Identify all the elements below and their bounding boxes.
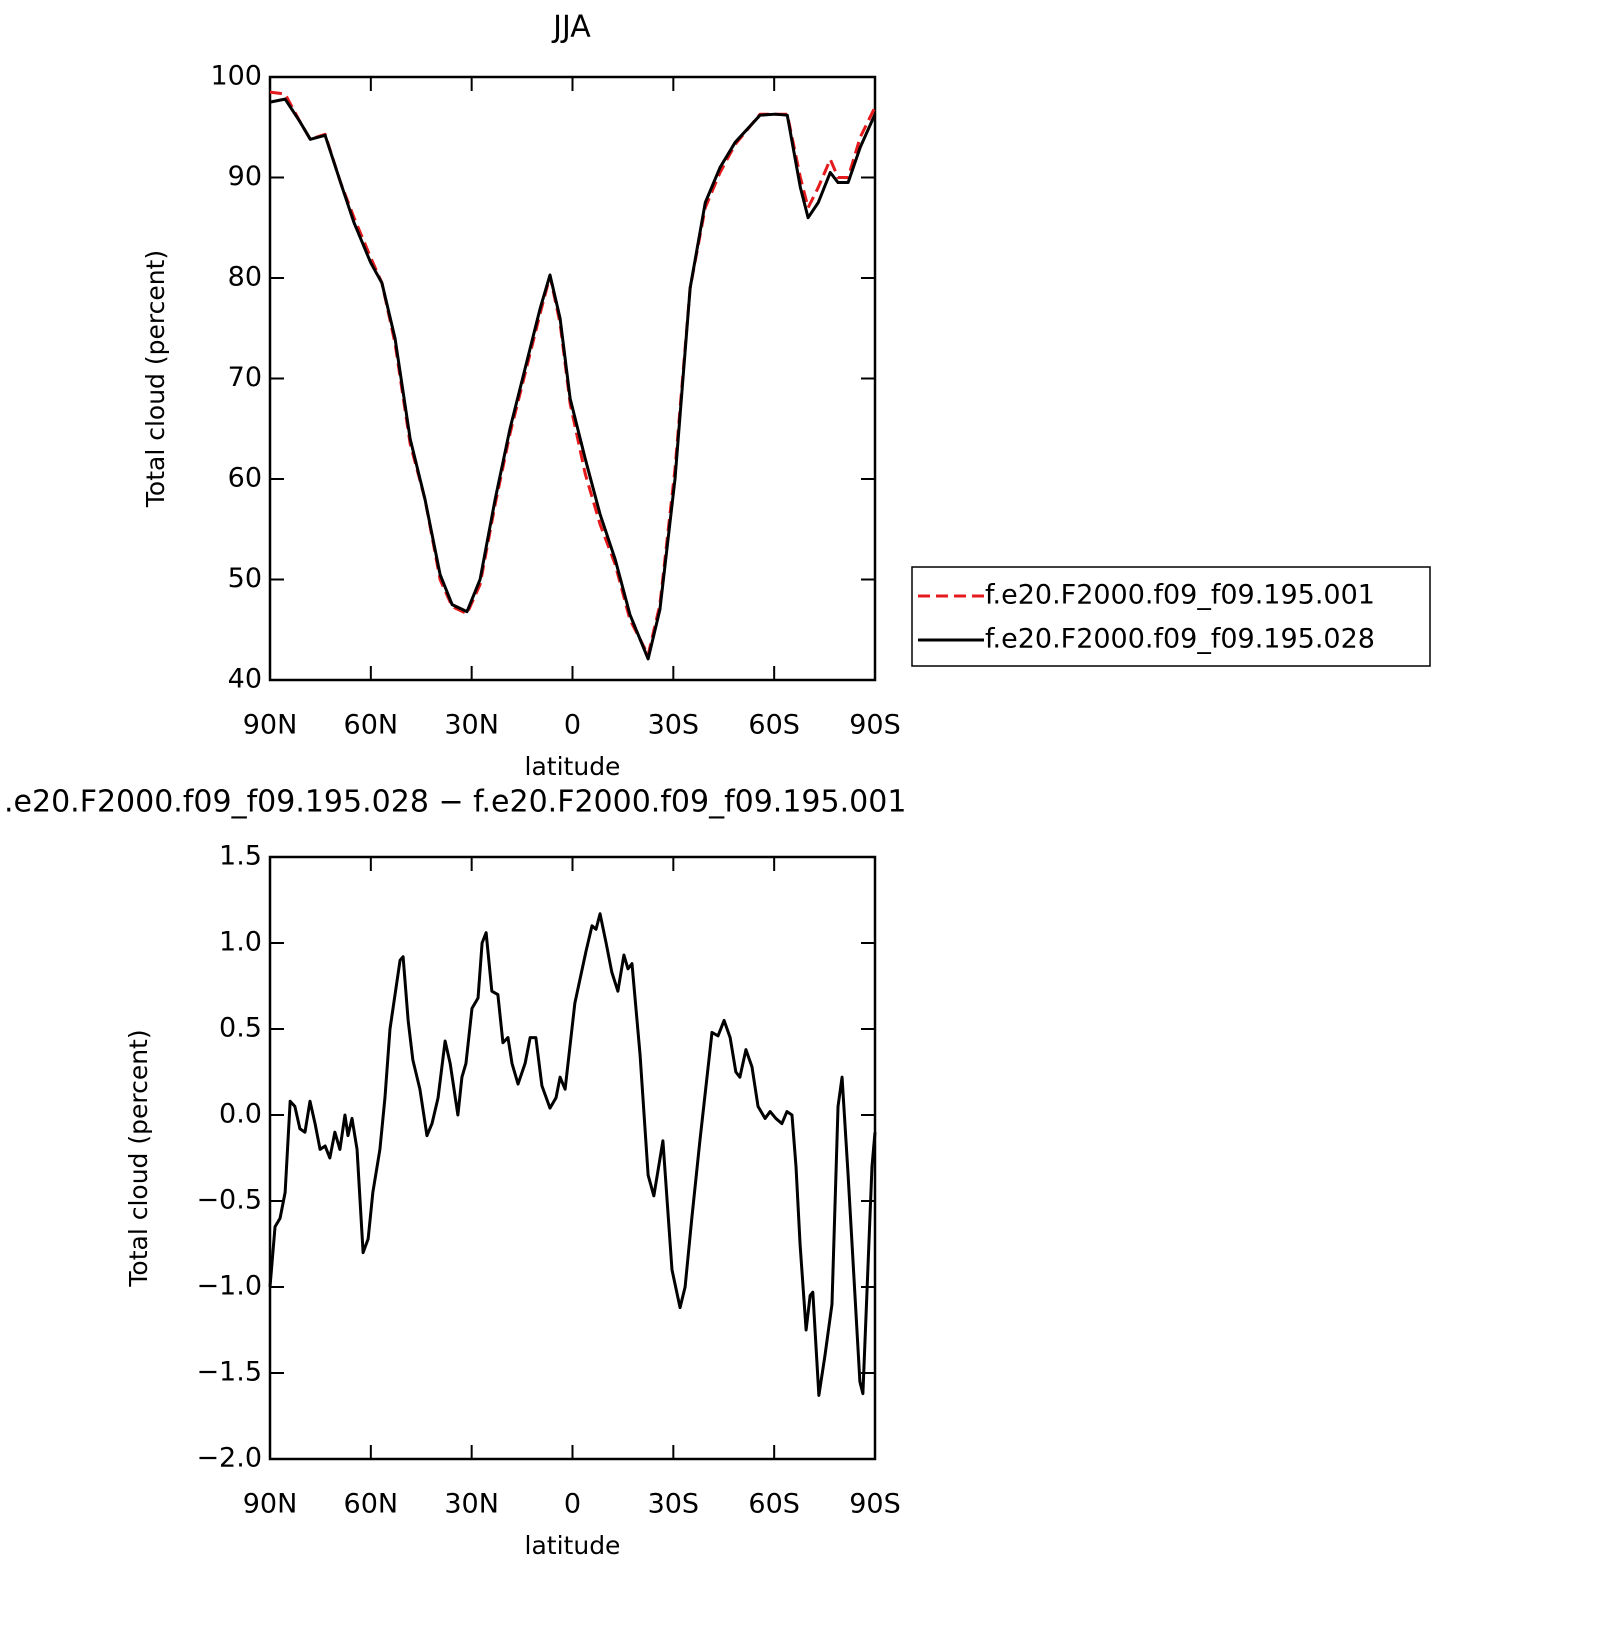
y-tick-label: 100 [210, 61, 262, 92]
y-tick-label: 90 [228, 161, 262, 192]
x-tick-label: 30S [648, 1489, 700, 1520]
x-axis-label: latitude [525, 752, 621, 781]
data-line [269, 90, 877, 657]
y-tick-label: 80 [228, 262, 262, 293]
y-tick-label: −1.0 [196, 1271, 262, 1302]
y-tick-label: 60 [228, 463, 262, 494]
x-tick-label: 30N [444, 1489, 499, 1520]
x-tick-label: 60N [344, 710, 399, 741]
x-tick-label: 60S [748, 710, 800, 741]
data-line [268, 912, 877, 1397]
y-axis-label: Total cloud (percent) [141, 250, 170, 508]
x-tick-label: 60S [748, 1489, 800, 1520]
y-tick-label: 1.0 [219, 927, 262, 958]
x-tick-label: 90N [243, 1489, 298, 1520]
legend-label: f.e20.F2000.f09_f09.195.001 [985, 580, 1375, 611]
x-tick-label: 30N [444, 710, 499, 741]
x-tick-label: 90S [849, 1489, 901, 1520]
y-axis-label: Total cloud (percent) [124, 1029, 153, 1287]
plot-frame [268, 75, 877, 682]
x-tick-label: 60N [344, 1489, 399, 1520]
chart-title: JJA [551, 10, 591, 45]
chart-title: .e20.F2000.f09_f09.195.028 − f.e20.F2000… [4, 785, 906, 820]
data-line [269, 97, 877, 661]
y-tick-label: 50 [228, 563, 262, 594]
y-tick-label: −0.5 [196, 1185, 262, 1216]
legend-box [911, 566, 1431, 667]
x-tick-label: 30S [648, 710, 700, 741]
y-tick-label: 1.5 [219, 841, 262, 872]
y-tick-label: 0.0 [219, 1099, 262, 1130]
legend-label: f.e20.F2000.f09_f09.195.028 [985, 624, 1375, 655]
x-tick-label: 90S [849, 710, 901, 741]
x-tick-label: 0 [564, 710, 581, 741]
x-tick-label: 0 [564, 1489, 581, 1520]
plot-frame [268, 855, 877, 1461]
y-tick-label: 0.5 [219, 1013, 262, 1044]
y-tick-label: 40 [228, 664, 262, 695]
x-tick-label: 90N [243, 710, 298, 741]
y-tick-label: −2.0 [196, 1443, 262, 1474]
y-tick-label: −1.5 [196, 1357, 262, 1388]
y-tick-label: 70 [228, 362, 262, 393]
x-axis-label: latitude [525, 1531, 621, 1560]
